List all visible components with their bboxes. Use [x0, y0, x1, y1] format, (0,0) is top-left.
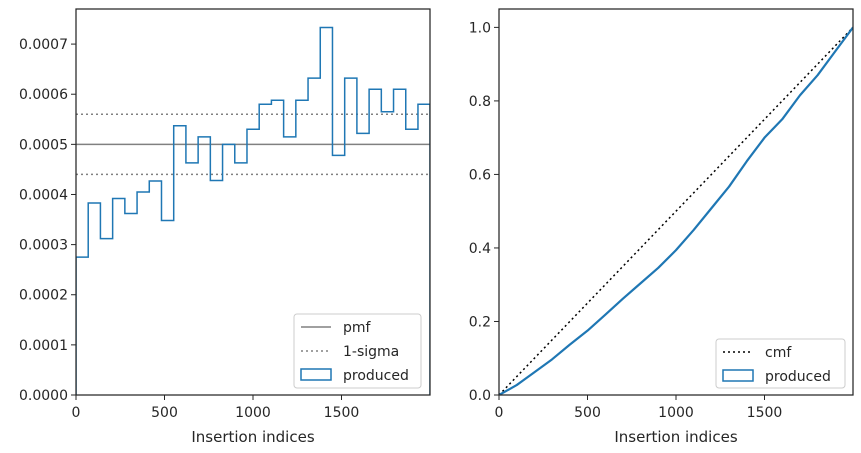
produced-histogram [76, 26, 430, 395]
legend-handle-produced [722, 369, 754, 382]
legend-handle-produced [300, 368, 332, 381]
axes-frame [498, 8, 854, 396]
plot-area [499, 26, 853, 395]
x-axis-label: Insertion indices [614, 428, 737, 446]
legend-label: cmf [765, 345, 792, 361]
legend-label: produced [343, 368, 409, 384]
plot-area [76, 26, 430, 395]
cmf-line [499, 26, 853, 395]
y-tick-label: 0.0002 [19, 288, 68, 304]
x-tick-label: 1000 [235, 405, 271, 421]
x-tick-label: 1500 [747, 405, 783, 421]
legend: cmf produced [715, 338, 846, 389]
y-tick-label: 0.0006 [19, 87, 68, 103]
y-tick-label: 0.4 [469, 241, 491, 257]
y-tick-label: 0.0 [469, 388, 491, 404]
x-axis-label: Insertion indices [191, 428, 314, 446]
y-tick-label: 0.0004 [19, 187, 68, 203]
x-tick-label: 500 [574, 405, 601, 421]
x-tick-label: 0 [495, 405, 504, 421]
y-tick-label: 0.6 [469, 167, 491, 183]
y-tick-label: 0.0007 [19, 37, 68, 53]
y-tick-label: 0.0005 [19, 137, 68, 153]
legend-label: 1-sigma [343, 344, 399, 360]
y-tick-label: 0.8 [469, 94, 491, 110]
x-tick-label: 0 [72, 405, 81, 421]
x-tick-label: 500 [151, 405, 178, 421]
y-tick-label: 1.0 [469, 20, 491, 36]
panel-pmf: 0 500 1000 1500 0.0000 0.0001 0.0002 0.0003 0.00… [19, 8, 431, 446]
legend-label: pmf [343, 320, 372, 336]
y-tick-label: 0.0000 [19, 388, 68, 404]
axes-frame [75, 8, 431, 396]
y-tick-label: 0.2 [469, 314, 491, 330]
y-tick-label: 0.0001 [19, 338, 68, 354]
panel-cmf: 0 500 1000 1500 0.0 0.2 0.4 0.6 0.8 1.0 Insertion … [469, 8, 854, 446]
legend-label: produced [765, 369, 831, 385]
x-tick-label: 1000 [658, 405, 694, 421]
x-tick-label: 1500 [324, 405, 360, 421]
y-tick-label: 0.0003 [19, 238, 68, 254]
legend: pmf 1-sigma produced [293, 313, 422, 389]
